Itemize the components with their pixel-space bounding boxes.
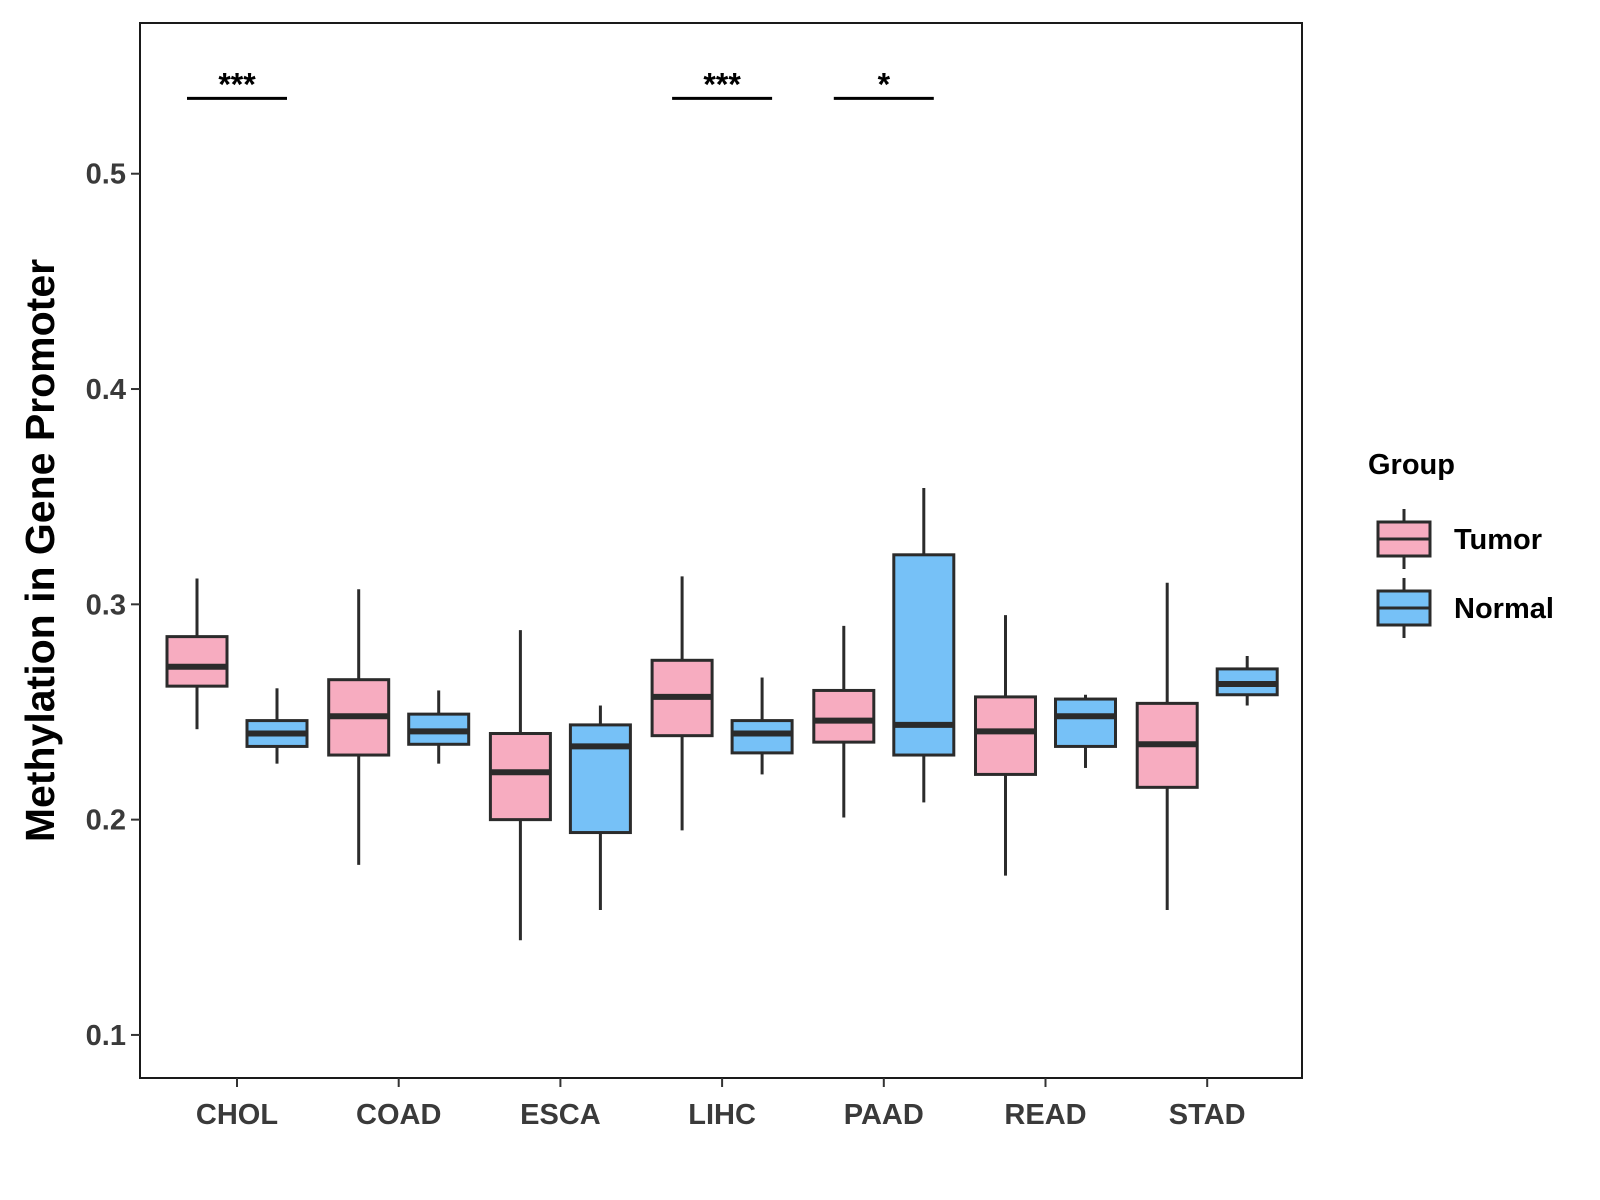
x-tick-label-lihc: LIHC (688, 1099, 756, 1131)
box-normal-lihc (730, 677, 794, 775)
box-tumor-coad (327, 589, 391, 865)
box-tumor-paad (812, 625, 876, 818)
box-normal-paad (892, 488, 956, 803)
box-normal-coad (407, 690, 471, 764)
box-normal-esca (568, 705, 632, 911)
box-body (730, 719, 794, 755)
axes: 0.1 0.2 0.3 0.4 0.5 CHOL COAD ESCA LIHC PAAD READ S… (17, 22, 1303, 1131)
legend: Group Tumor Normal (1368, 449, 1554, 638)
y-axis-title: Methylation in Gene Promoter (17, 259, 63, 842)
box-tumor-read (974, 615, 1037, 876)
legend-label: Tumor (1454, 524, 1542, 556)
box-body (488, 732, 552, 822)
x-tick-label-esca: ESCA (520, 1099, 601, 1131)
box-tumor-stad (1135, 582, 1199, 911)
legend-label: Normal (1454, 593, 1554, 625)
box-body (892, 553, 956, 757)
box-normal-stad (1215, 656, 1279, 706)
box-body (812, 688, 876, 744)
x-tick-label-stad: STAD (1169, 1099, 1246, 1131)
significance-lihc: *** (672, 66, 773, 102)
box-tumor-chol (165, 578, 229, 730)
plot-area: *** *** * (165, 66, 1279, 941)
box-body (165, 635, 229, 688)
box-tumor-esca (488, 630, 552, 941)
legend-entry-tumor: Tumor (1376, 509, 1542, 569)
y-tick-label: 0.1 (86, 1020, 126, 1052)
box-normal-read (1054, 694, 1117, 768)
significance-label: *** (703, 66, 741, 102)
y-tick-label: 0.5 (86, 159, 126, 191)
significance-paad: * (833, 66, 934, 102)
y-tick-label: 0.4 (86, 374, 126, 406)
legend-entry-normal: Normal (1376, 578, 1554, 638)
y-tick-label: 0.2 (86, 805, 126, 837)
significance-label: *** (218, 66, 256, 102)
legend-title: Group (1368, 449, 1455, 481)
box-body (1054, 697, 1117, 748)
significance-chol: *** (187, 66, 287, 102)
x-tick-label-chol: CHOL (196, 1099, 278, 1131)
box-tumor-lihc (650, 576, 714, 831)
box-body (568, 723, 632, 835)
x-tick-label-coad: COAD (356, 1099, 441, 1131)
box-body (974, 695, 1037, 776)
significance-label: * (878, 66, 891, 102)
y-tick-label: 0.3 (86, 589, 126, 621)
plot-panel-border (139, 22, 1303, 1079)
box-normal-chol (245, 688, 309, 764)
x-tick-label-read: READ (1004, 1099, 1086, 1131)
x-tick-label-paad: PAAD (844, 1099, 924, 1131)
